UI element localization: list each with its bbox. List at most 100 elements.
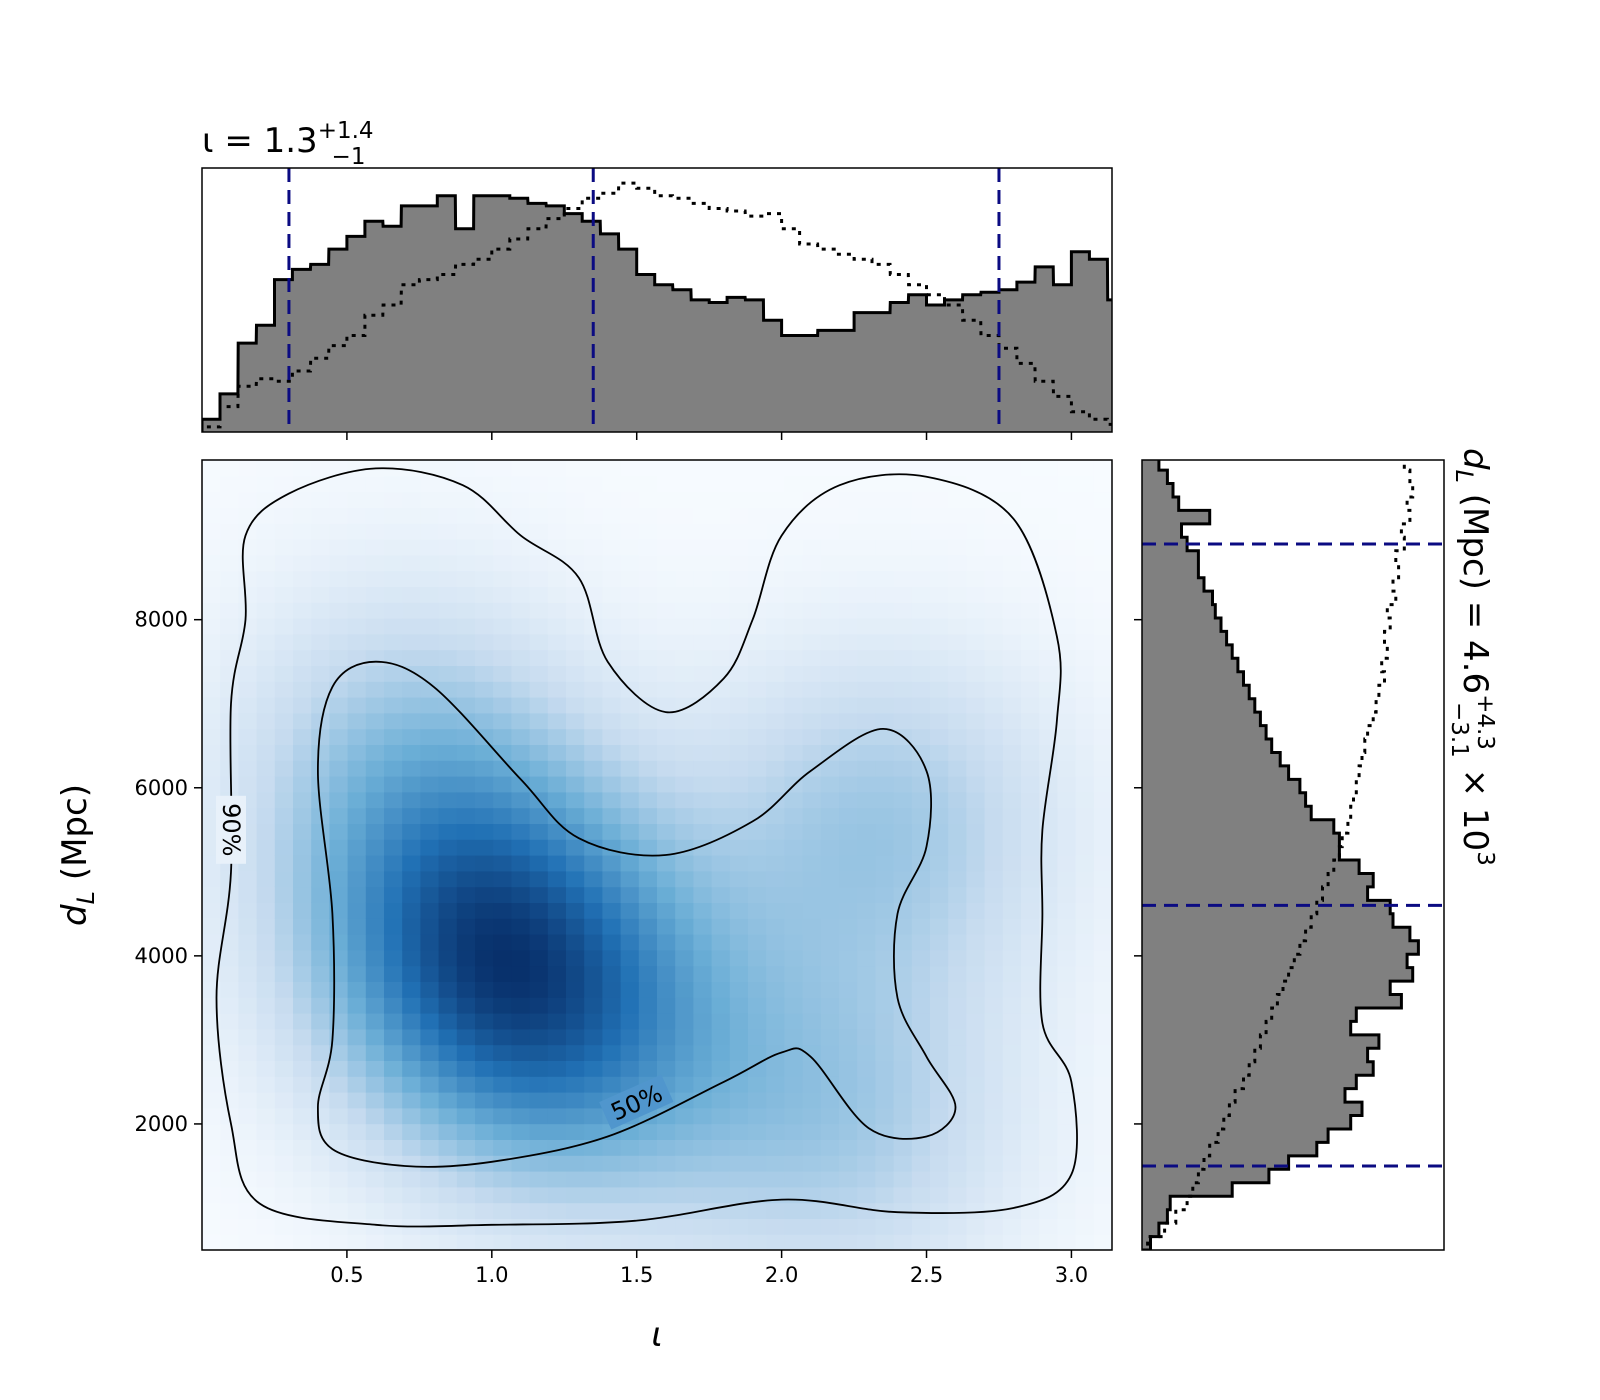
- heatmap-cell: [311, 949, 330, 967]
- heatmap-cell: [657, 1028, 676, 1046]
- heatmap-cell: [766, 1123, 785, 1140]
- heatmap-cell: [602, 855, 622, 872]
- heatmap-cell: [857, 1028, 876, 1046]
- heatmap-cell: [493, 791, 512, 809]
- heatmap-cell: [875, 1028, 895, 1046]
- heatmap-cell: [766, 949, 785, 967]
- heatmap-cell: [529, 839, 549, 856]
- heatmap-cell: [620, 1028, 640, 1046]
- heatmap-cell: [529, 460, 549, 477]
- heatmap-cell: [566, 744, 585, 761]
- heatmap-cell: [802, 1202, 822, 1219]
- heatmap-cell: [1002, 712, 1022, 730]
- heatmap-cell: [930, 1155, 949, 1172]
- heatmap-cell: [438, 586, 458, 603]
- heatmap-cell: [657, 523, 676, 540]
- heatmap-cell: [438, 681, 458, 698]
- joint-x-ticks: 0.5 1.0 1.5 2.0 2.5 3.0: [330, 1250, 1088, 1287]
- heatmap-cell: [311, 1186, 330, 1204]
- heatmap-cell: [1002, 1202, 1022, 1219]
- heatmap-cell: [347, 744, 367, 761]
- heatmap-cell: [839, 918, 858, 935]
- heatmap-cell: [675, 460, 694, 477]
- heatmap-cell: [748, 728, 767, 745]
- heatmap-cell: [220, 934, 239, 951]
- heatmap-cell: [274, 997, 294, 1014]
- heatmap-cell: [202, 886, 221, 903]
- heatmap-cell: [711, 1171, 731, 1188]
- heatmap-cell: [529, 744, 549, 761]
- heatmap-cell: [584, 602, 603, 619]
- heatmap-cell: [238, 886, 258, 903]
- heatmap-cell: [766, 886, 785, 903]
- heatmap-cell: [911, 870, 931, 888]
- heatmap-cell: [657, 1218, 676, 1235]
- heatmap-cell: [911, 618, 931, 635]
- heatmap-cell: [311, 1028, 330, 1046]
- heatmap-cell: [748, 997, 767, 1014]
- heatmap-cell: [511, 491, 531, 508]
- heatmap-cell: [857, 1060, 876, 1077]
- heatmap-cell: [365, 618, 385, 635]
- heatmap-cell: [456, 839, 476, 856]
- heatmap-cell: [1057, 981, 1077, 998]
- heatmap-cell: [584, 1092, 603, 1109]
- heatmap-cell: [529, 554, 549, 572]
- heatmap-cell: [238, 1076, 258, 1093]
- heatmap-cell: [766, 1013, 785, 1030]
- heatmap-cell: [875, 697, 895, 714]
- heatmap-cell: [675, 618, 694, 635]
- heatmap-cell: [839, 681, 858, 698]
- heatmap-cell: [875, 1234, 895, 1250]
- heatmap-cell: [984, 1171, 1004, 1188]
- heatmap-cell: [1057, 712, 1077, 730]
- heatmap-cell: [529, 1171, 549, 1188]
- heatmap-cell: [402, 760, 421, 777]
- heatmap-cell: [839, 760, 858, 777]
- heatmap-cell: [1057, 570, 1077, 587]
- heatmap-cell: [620, 981, 640, 998]
- heatmap-cell: [384, 1044, 403, 1061]
- heatmap-cell: [274, 539, 294, 556]
- heatmap-cell: [911, 934, 931, 951]
- heatmap-cell: [566, 1218, 585, 1235]
- heatmap-cell: [1075, 949, 1095, 967]
- heatmap-cell: [766, 1155, 785, 1172]
- heatmap-cell: [547, 1092, 567, 1109]
- heatmap-cell: [365, 981, 385, 998]
- heatmap-cell: [748, 586, 767, 603]
- heatmap-cell: [547, 523, 567, 540]
- heatmap-cell: [256, 1186, 276, 1204]
- heatmap-cell: [547, 1139, 567, 1156]
- heatmap-cell: [766, 1139, 785, 1156]
- heatmap-cell: [711, 839, 731, 856]
- heatmap-cell: [930, 839, 949, 856]
- heatmap-cell: [675, 1076, 694, 1093]
- heatmap-cell: [748, 1123, 767, 1140]
- heatmap-cell: [1002, 1218, 1022, 1235]
- heatmap-cell: [911, 539, 931, 556]
- heatmap-cell: [347, 712, 367, 730]
- heatmap-cell: [802, 776, 822, 793]
- heatmap-cell: [329, 539, 349, 556]
- heatmap-cell: [1093, 1060, 1112, 1077]
- heatmap-cell: [620, 1186, 640, 1204]
- heatmap-cell: [893, 949, 913, 967]
- heatmap-cell: [511, 1092, 531, 1109]
- heatmap-cell: [420, 1186, 440, 1204]
- heatmap-cell: [1039, 1060, 1058, 1077]
- heatmap-cell: [675, 1028, 694, 1046]
- heatmap-cell: [948, 791, 967, 809]
- heatmap-cell: [365, 507, 385, 524]
- heatmap-cell: [839, 1218, 858, 1235]
- heatmap-cell: [729, 918, 749, 935]
- heatmap-cell: [475, 539, 494, 556]
- heatmap-cell: [256, 570, 276, 587]
- heatmap-cell: [711, 491, 731, 508]
- heatmap-cell: [1039, 728, 1058, 745]
- heatmap-cell: [729, 507, 749, 524]
- heatmap-cell: [930, 1218, 949, 1235]
- heatmap-cell: [311, 507, 330, 524]
- heatmap-cell: [220, 902, 239, 919]
- heatmap-cell: [638, 1028, 658, 1046]
